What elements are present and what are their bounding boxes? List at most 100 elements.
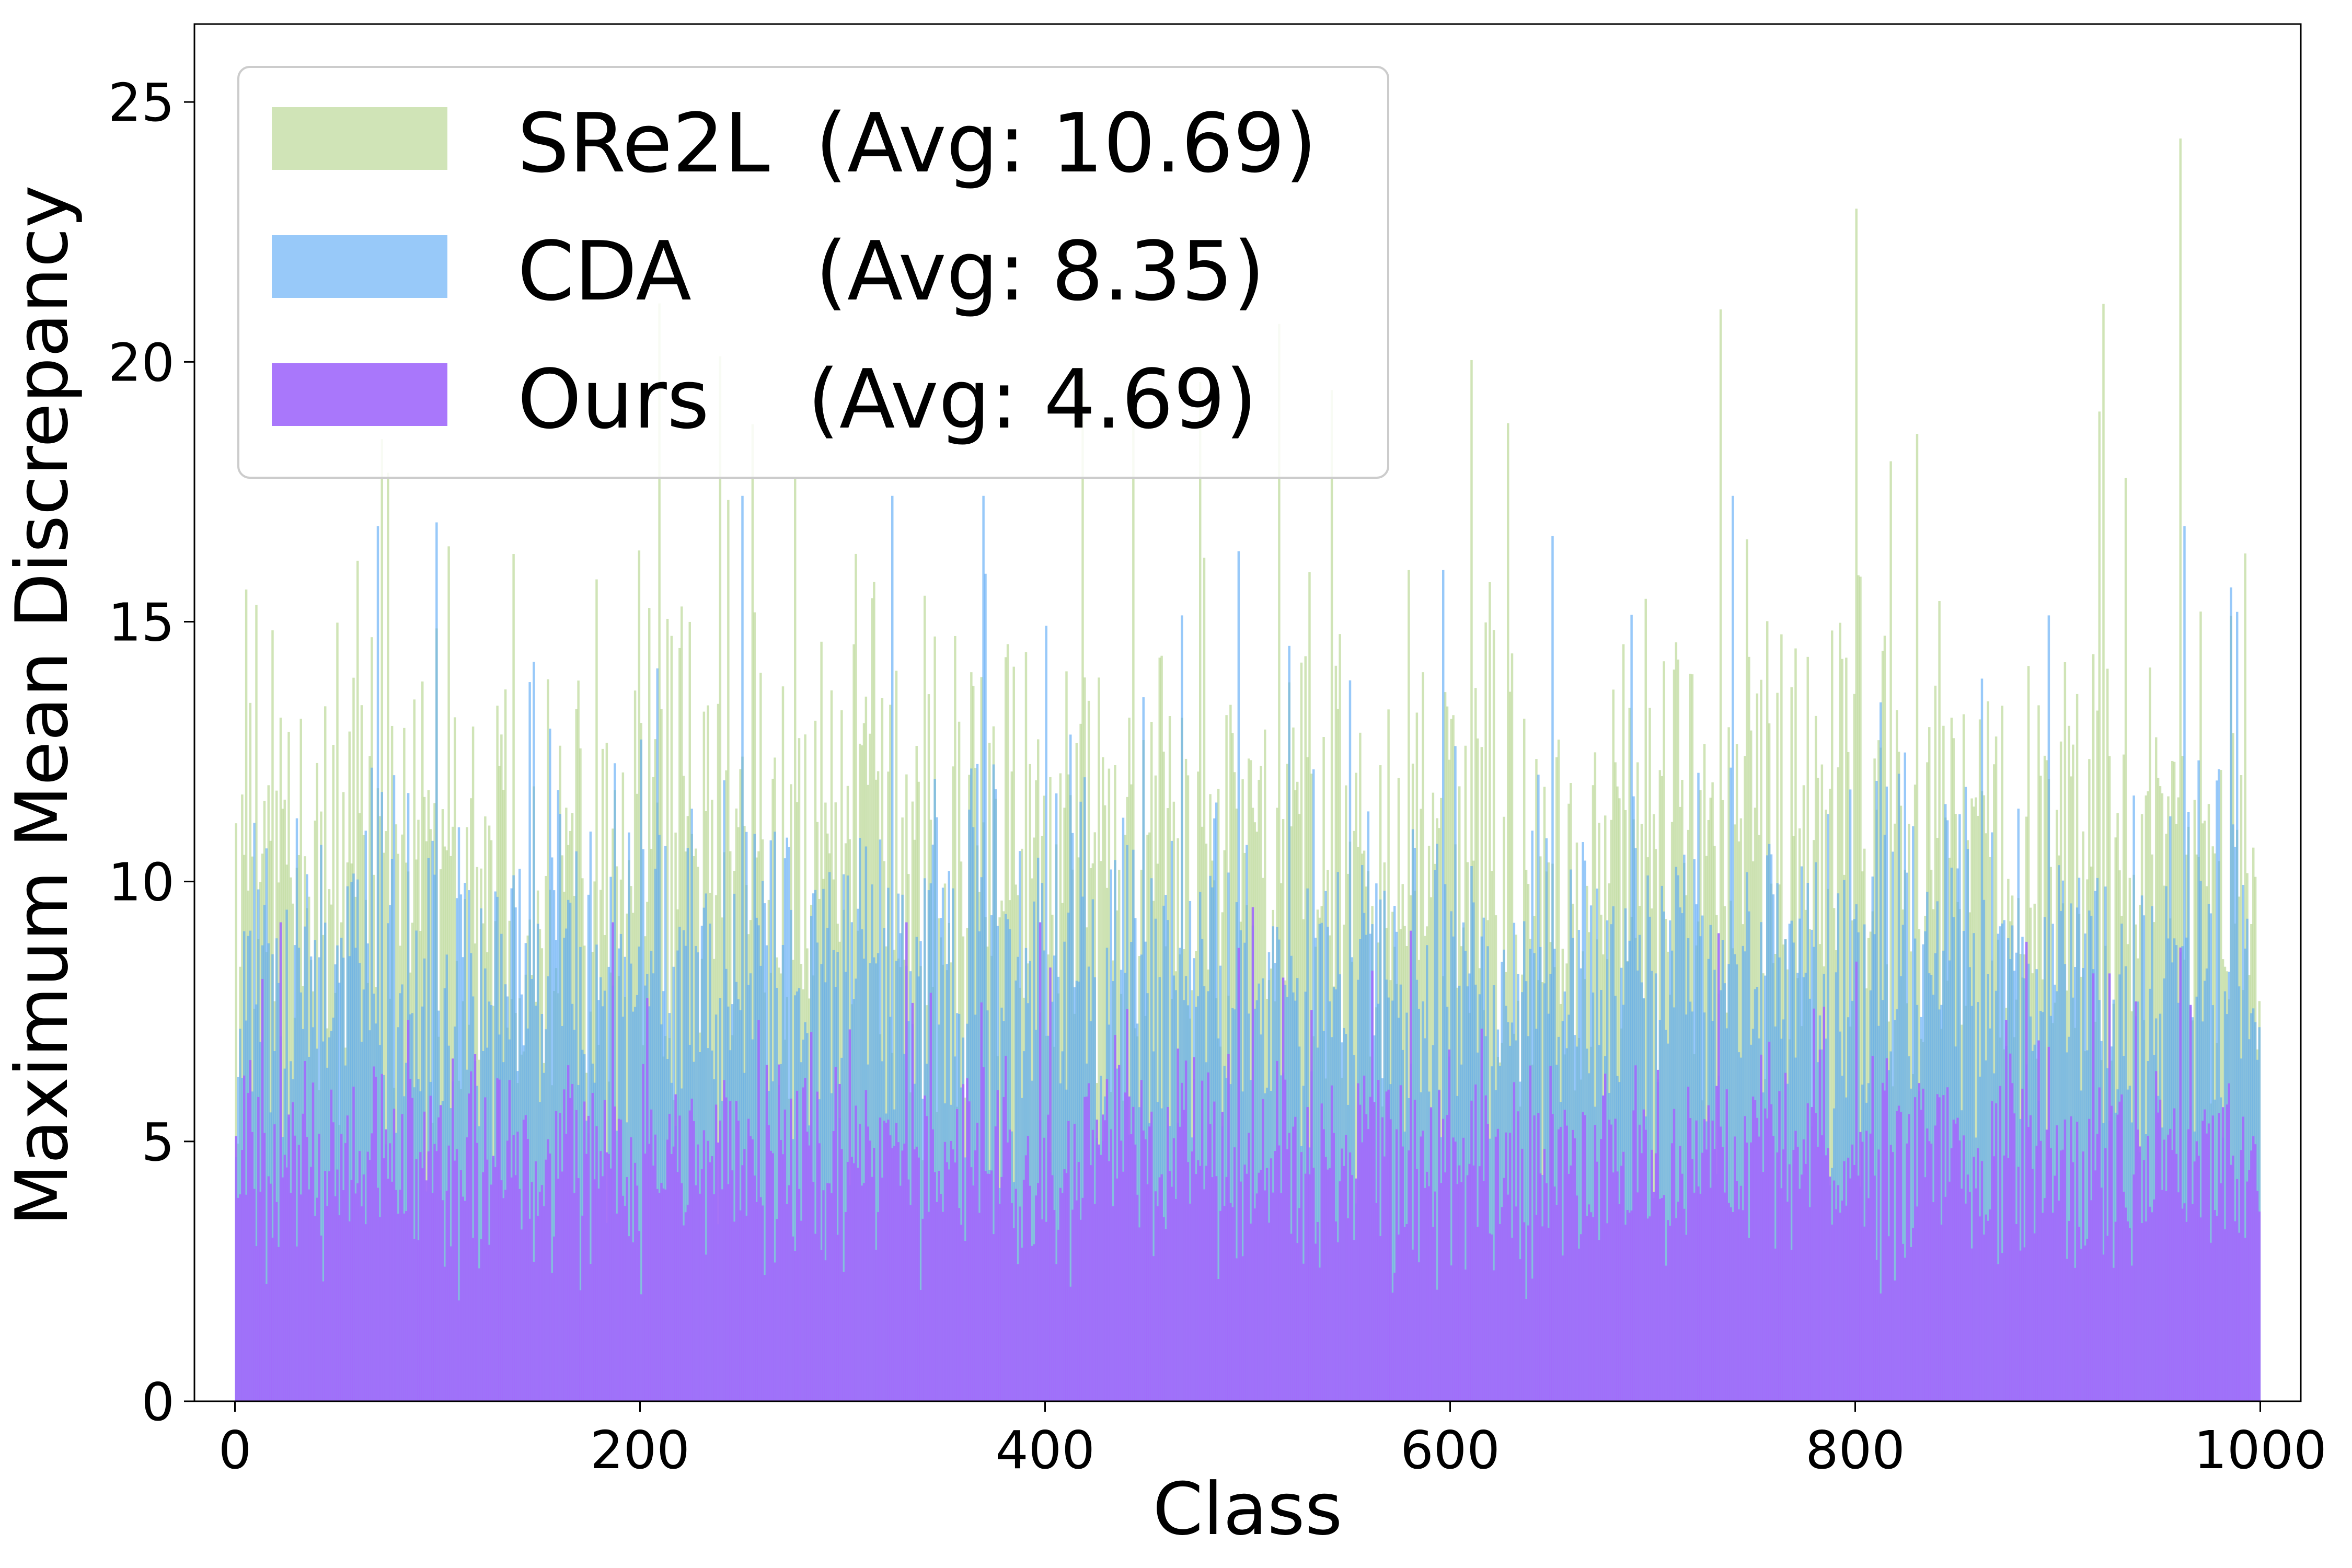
bar-ours: [867, 1126, 869, 1401]
bar-ours: [526, 1139, 529, 1401]
legend-avg-ours: (Avg: 4.69): [808, 352, 1257, 447]
bar-cda: [364, 831, 367, 1401]
bar-ours: [1871, 1056, 1874, 1401]
bar-ours: [1916, 1206, 1919, 1401]
bar-ours: [1880, 1293, 1882, 1401]
bar-cda: [1454, 746, 1457, 1401]
bar-ours: [279, 922, 282, 1401]
bar-ours: [395, 1190, 398, 1401]
bar-cda: [1732, 495, 1734, 1401]
bar-ours: [1751, 1097, 1755, 1401]
bar-ours: [2199, 1217, 2202, 1401]
bar-ours: [2094, 1170, 2097, 1401]
bar-ours: [907, 1179, 910, 1401]
bars-layer: [235, 138, 2261, 1402]
bar-ours: [2153, 1199, 2155, 1401]
bar-cda: [1450, 911, 1452, 1401]
bar-cda: [705, 893, 707, 1401]
bar-sre2l: [688, 621, 691, 1401]
bar-ours: [488, 1244, 491, 1401]
bar-ours: [1930, 1144, 1933, 1401]
bar-ours: [1128, 1096, 1131, 1401]
bar-ours: [468, 1093, 470, 1401]
x-axis: 0 200 400 600 800 1000: [218, 1401, 2327, 1481]
bar-ours: [1989, 1209, 1991, 1401]
bar-ours: [247, 1093, 250, 1401]
bar-cda: [1880, 702, 1882, 1401]
bar-ours: [543, 1206, 545, 1401]
bar-ours: [1507, 1194, 1509, 1401]
bar-cda: [1235, 902, 1238, 1401]
bar-ours: [1105, 1079, 1109, 1401]
bar-ours: [968, 1101, 971, 1401]
bar-cda: [2234, 847, 2236, 1401]
bar-ours: [1727, 1203, 1730, 1401]
bar-sre2l: [245, 589, 248, 1401]
bar-ours: [924, 1096, 926, 1401]
bar-cda: [1589, 905, 1593, 1401]
bar-ours: [2195, 1141, 2198, 1401]
bar-ours: [1363, 1075, 1366, 1401]
bar-ours: [1782, 1149, 1785, 1401]
bar-sre2l: [1916, 434, 1919, 1401]
y-axis-label: Maximum Mean Discrepancy: [0, 185, 84, 1226]
bar-ours: [1460, 1182, 1463, 1401]
bar-ours: [318, 1134, 320, 1401]
bar-ours: [956, 1109, 959, 1401]
bar-cda: [759, 965, 762, 1401]
bar-ours: [1764, 1108, 1767, 1401]
bar-ours: [1008, 1129, 1011, 1401]
bar-cda: [1944, 804, 1947, 1401]
bar-ours: [1501, 1207, 1503, 1401]
bar-ours: [2201, 1121, 2204, 1401]
bar-ours: [306, 1137, 308, 1401]
bar-ours: [2015, 1224, 2018, 1401]
bar-cda: [1790, 920, 1793, 1401]
bar-ours: [1205, 1166, 1208, 1401]
bar-ours: [1183, 1110, 1185, 1401]
bar-ours: [520, 1229, 523, 1401]
bar-ours: [1658, 1198, 1662, 1401]
bar-cda: [774, 832, 776, 1401]
bar-ours: [1290, 1233, 1293, 1401]
bar-ours: [1589, 1212, 1593, 1401]
bar-cda: [1904, 752, 1906, 1401]
bar-ours: [883, 1121, 885, 1401]
bar-ours: [725, 1097, 728, 1401]
bar-ours: [549, 1154, 551, 1401]
bar-cda: [433, 874, 436, 1401]
bar-ours: [2104, 1148, 2107, 1401]
bar-ours: [2205, 1133, 2208, 1401]
bar-ours: [1454, 1142, 1457, 1401]
bar-ours: [648, 1144, 651, 1401]
bar-ours: [308, 1189, 310, 1401]
bar-cda: [549, 729, 551, 1401]
bar-cda: [1215, 802, 1218, 1401]
bar-ours: [749, 1136, 752, 1401]
bar-cda: [1083, 777, 1086, 1401]
bar-ours: [859, 1124, 861, 1401]
bar-ours: [1002, 1097, 1005, 1401]
legend-box: [237, 66, 1389, 479]
bar-ours: [806, 1132, 809, 1401]
bar-ours: [1270, 1158, 1273, 1401]
bar-ours: [2100, 1187, 2103, 1401]
bar-cda: [632, 1011, 635, 1401]
bar-ours: [717, 1142, 720, 1401]
bar-cda: [1112, 981, 1114, 1401]
bar-cda: [1079, 801, 1082, 1401]
bar-sre2l: [954, 636, 956, 1401]
bar-ours: [919, 1289, 922, 1401]
bar-ours: [1365, 1114, 1368, 1401]
bar-ours: [1978, 1216, 1981, 1401]
bar-cda: [1432, 1045, 1435, 1401]
bar-ours: [1602, 1095, 1605, 1401]
bar-cda: [1849, 789, 1852, 1401]
bar-ours: [617, 1119, 620, 1401]
bar-ours: [1320, 1103, 1323, 1401]
bar-ours: [751, 1139, 754, 1401]
bar-ours: [251, 1132, 253, 1401]
bar-ours: [1029, 1185, 1031, 1401]
bar-cda: [2094, 891, 2097, 1401]
bar-ours: [263, 1133, 266, 1401]
